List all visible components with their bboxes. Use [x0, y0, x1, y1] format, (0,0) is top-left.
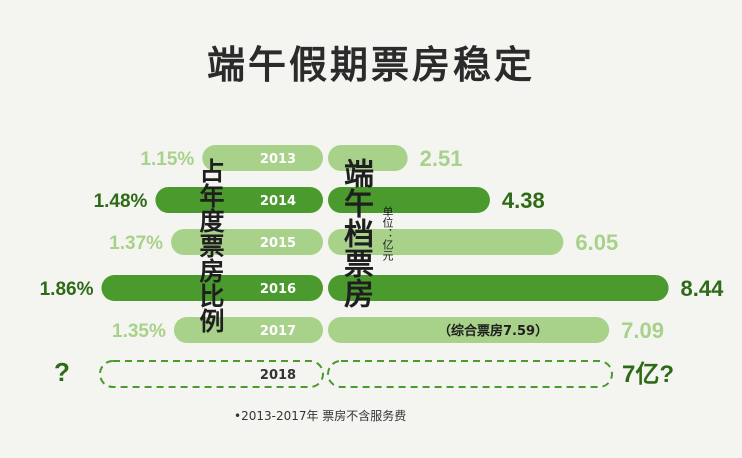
boxoffice-label-2015: 6.05: [575, 230, 618, 255]
boxoffice-bar-2015: [328, 229, 564, 255]
boxoffice-label-2013: 2.51: [420, 146, 463, 171]
share-label-2014: 1.48%: [94, 191, 148, 212]
share-label-2018: ?: [54, 357, 70, 387]
left-axis-label: 占年度票房比例: [196, 158, 225, 333]
share-bar-2014: [155, 187, 323, 213]
boxoffice-label-2017: 7.09: [621, 318, 664, 343]
year-label-2018: 2018: [260, 368, 296, 383]
share-bar-2013: [202, 145, 323, 171]
boxoffice-bar-2017: [328, 317, 610, 343]
boxoffice-bar-2013: [328, 145, 408, 171]
boxoffice-bar-2018: [327, 360, 613, 388]
share-label-2017: 1.35%: [112, 321, 166, 342]
unit-label: 单位：亿元: [381, 206, 394, 261]
share-bar-2016: [101, 275, 323, 301]
annotation-2017: （综合票房7.59）: [438, 323, 548, 339]
boxoffice-label-2018: 7亿?: [622, 361, 674, 388]
share-label-2016: 1.86%: [40, 279, 94, 300]
year-label-2014: 2014: [260, 194, 296, 209]
footnote: •2013-2017年 票房不含服务费: [234, 409, 407, 423]
boxoffice-bar-2014: [328, 187, 490, 213]
right-axis-label: 端午档票房: [338, 158, 373, 308]
share-bar-2015: [171, 229, 323, 255]
year-label-2015: 2015: [260, 236, 296, 251]
boxoffice-label-2016: 8.44: [681, 276, 725, 301]
chart-title: 端午假期票房稳定: [206, 43, 535, 87]
share-bar-2018: [99, 360, 324, 388]
year-label-2017: 2017: [260, 324, 296, 339]
share-label-2015: 1.37%: [109, 233, 163, 254]
boxoffice-label-2014: 4.38: [502, 188, 545, 213]
boxoffice-bar-2016: [328, 275, 669, 301]
year-label-2013: 2013: [260, 152, 296, 167]
share-bar-2017: [173, 317, 323, 343]
share-label-2013: 1.15%: [140, 149, 194, 170]
year-label-2016: 2016: [260, 282, 296, 297]
